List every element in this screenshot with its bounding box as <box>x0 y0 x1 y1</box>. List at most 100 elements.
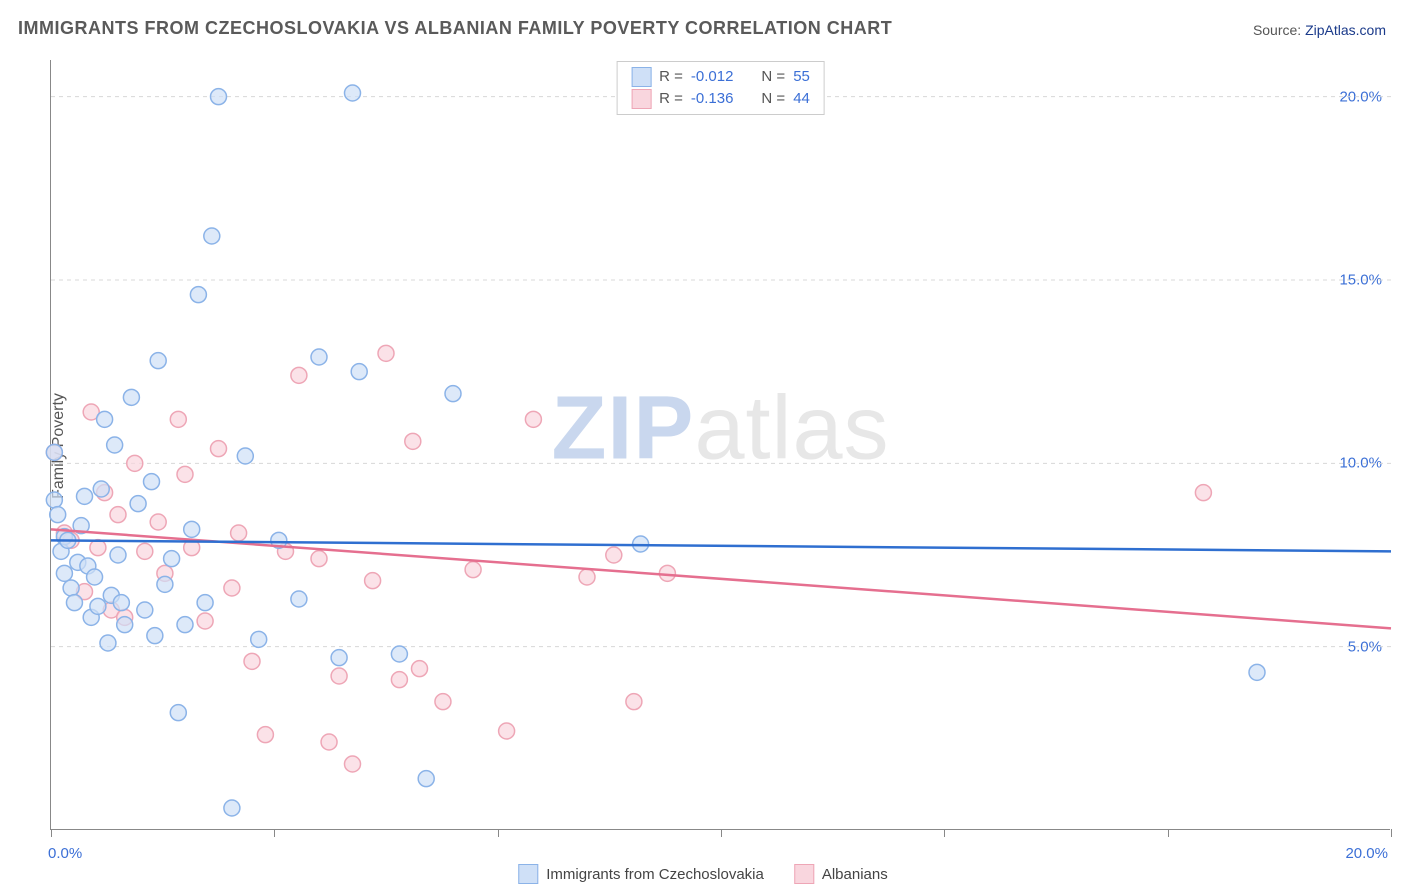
data-point <box>251 631 267 647</box>
n-label-czech: N = <box>761 66 785 88</box>
x-tick <box>721 829 722 837</box>
data-point <box>1249 664 1265 680</box>
x-tick <box>498 829 499 837</box>
data-point <box>345 85 361 101</box>
data-point <box>345 756 361 772</box>
data-point <box>211 89 227 105</box>
data-point <box>170 411 186 427</box>
data-point <box>391 672 407 688</box>
x-tick-label-min: 0.0% <box>48 845 82 862</box>
data-point <box>177 617 193 633</box>
legend-item-czech: Immigrants from Czechoslovakia <box>518 864 764 884</box>
data-point <box>378 345 394 361</box>
plot-area: ZIPatlas R = -0.012 N = 55 R = -0.136 N … <box>50 60 1390 830</box>
data-point <box>244 653 260 669</box>
data-point <box>77 488 93 504</box>
chart-svg <box>51 60 1390 829</box>
data-point <box>525 411 541 427</box>
data-point <box>197 595 213 611</box>
data-point <box>224 800 240 816</box>
legend-label-czech: Immigrants from Czechoslovakia <box>546 866 764 883</box>
x-tick <box>1391 829 1392 837</box>
data-point <box>127 455 143 471</box>
x-tick <box>274 829 275 837</box>
correlation-legend: R = -0.012 N = 55 R = -0.136 N = 44 <box>616 61 825 115</box>
data-point <box>164 551 180 567</box>
data-point <box>311 551 327 567</box>
r-label-albanian: R = <box>659 88 683 110</box>
n-value-czech: 55 <box>793 66 810 88</box>
data-point <box>321 734 337 750</box>
data-point <box>499 723 515 739</box>
data-point <box>147 628 163 644</box>
x-tick <box>944 829 945 837</box>
legend-label-albanian: Albanians <box>822 866 888 883</box>
data-point <box>56 565 72 581</box>
legend-row-albanian: R = -0.136 N = 44 <box>631 88 810 110</box>
data-point <box>63 580 79 596</box>
data-point <box>231 525 247 541</box>
data-point <box>405 433 421 449</box>
source-link[interactable]: ZipAtlas.com <box>1305 22 1386 38</box>
data-point <box>412 661 428 677</box>
data-point <box>90 540 106 556</box>
n-value-albanian: 44 <box>793 88 810 110</box>
data-point <box>150 353 166 369</box>
r-value-albanian: -0.136 <box>691 88 734 110</box>
data-point <box>237 448 253 464</box>
data-point <box>184 521 200 537</box>
data-point <box>97 411 113 427</box>
data-point <box>311 349 327 365</box>
data-point <box>606 547 622 563</box>
r-value-czech: -0.012 <box>691 66 734 88</box>
data-point <box>117 617 133 633</box>
data-point <box>130 496 146 512</box>
x-tick-label-max: 20.0% <box>1345 845 1388 862</box>
data-point <box>46 444 62 460</box>
data-point <box>197 613 213 629</box>
data-point <box>107 437 123 453</box>
source-attribution: Source: ZipAtlas.com <box>1253 22 1386 38</box>
data-point <box>224 580 240 596</box>
data-point <box>418 771 434 787</box>
data-point <box>291 591 307 607</box>
x-tick <box>1168 829 1169 837</box>
data-point <box>137 602 153 618</box>
data-point <box>157 576 173 592</box>
chart-title: IMMIGRANTS FROM CZECHOSLOVAKIA VS ALBANI… <box>18 18 892 39</box>
data-point <box>170 705 186 721</box>
data-point <box>365 573 381 589</box>
swatch-czech-bottom <box>518 864 538 884</box>
data-point <box>579 569 595 585</box>
data-point <box>257 727 273 743</box>
data-point <box>93 481 109 497</box>
data-point <box>211 441 227 457</box>
data-point <box>1195 485 1211 501</box>
data-point <box>177 466 193 482</box>
data-point <box>626 694 642 710</box>
source-prefix: Source: <box>1253 22 1305 38</box>
data-point <box>150 514 166 530</box>
legend-item-albanian: Albanians <box>794 864 888 884</box>
data-point <box>87 569 103 585</box>
data-point <box>391 646 407 662</box>
data-point <box>291 367 307 383</box>
data-point <box>123 389 139 405</box>
data-point <box>445 386 461 402</box>
data-point <box>190 287 206 303</box>
swatch-czech <box>631 67 651 87</box>
data-point <box>204 228 220 244</box>
x-tick <box>51 829 52 837</box>
swatch-albanian <box>631 89 651 109</box>
n-label-albanian: N = <box>761 88 785 110</box>
trend-line <box>51 529 1391 628</box>
data-point <box>110 547 126 563</box>
data-point <box>351 364 367 380</box>
data-point <box>50 507 66 523</box>
data-point <box>435 694 451 710</box>
data-point <box>137 543 153 559</box>
data-point <box>110 507 126 523</box>
data-point <box>66 595 82 611</box>
data-point <box>46 492 62 508</box>
chart-container: IMMIGRANTS FROM CZECHOSLOVAKIA VS ALBANI… <box>0 0 1406 892</box>
